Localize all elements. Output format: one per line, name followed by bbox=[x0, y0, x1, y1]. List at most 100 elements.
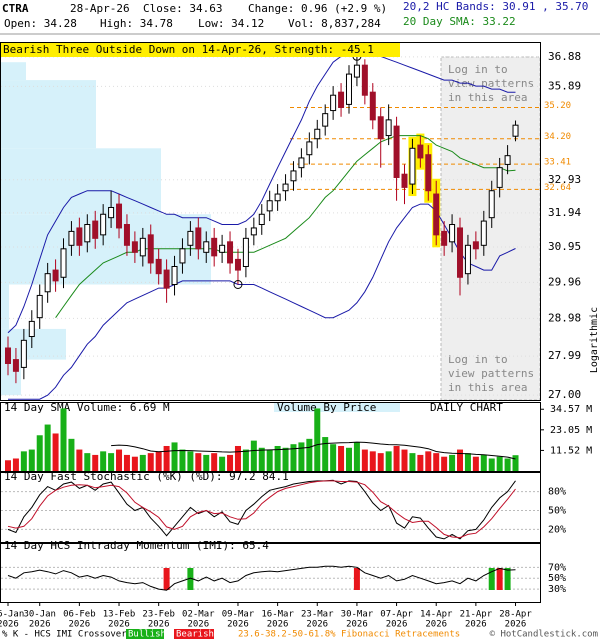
candle-body bbox=[195, 227, 202, 250]
candle-body bbox=[449, 224, 456, 243]
candle-body bbox=[345, 73, 352, 105]
imi-title: 14 Day HCS Intraday Momentum (IMI): 65.4 bbox=[4, 539, 269, 552]
scale-label: Logarithmic bbox=[589, 307, 600, 373]
stoch-line bbox=[7, 480, 516, 539]
volume-bar bbox=[377, 453, 384, 471]
imi-signal bbox=[488, 568, 495, 590]
open: Open: 34.28 bbox=[4, 17, 77, 30]
candle-body bbox=[36, 294, 43, 319]
sma: 20 Day SMA: 33.22 bbox=[403, 15, 516, 28]
x-tick-label: 02-Mar bbox=[182, 610, 215, 620]
panel-frame bbox=[0, 402, 541, 472]
x-tick-label: 16-Mar bbox=[261, 610, 294, 620]
candle-body bbox=[76, 227, 83, 246]
imi-signal bbox=[163, 568, 170, 590]
candle-body bbox=[60, 248, 67, 278]
volume-bar bbox=[369, 451, 376, 471]
x-year-label: 2026 bbox=[108, 620, 130, 630]
y-tick-label: 80% bbox=[548, 487, 566, 498]
candle-body bbox=[219, 244, 226, 253]
x-tick-label: 21-Apr bbox=[460, 610, 493, 620]
volume-bar bbox=[258, 447, 265, 471]
volume-bar bbox=[163, 445, 170, 471]
candle-body bbox=[242, 237, 249, 268]
volume-bar bbox=[314, 408, 321, 471]
x-year-label: 2026 bbox=[386, 620, 408, 630]
candle-body bbox=[274, 193, 281, 202]
volume-bar bbox=[139, 454, 146, 471]
indicator-line bbox=[7, 46, 516, 334]
volume-bar bbox=[60, 408, 67, 471]
candle-body bbox=[44, 273, 51, 293]
footer-credit: © HotCandlestick.com bbox=[490, 630, 598, 640]
x-tick-label: 23-Mar bbox=[301, 610, 334, 620]
candle-body bbox=[512, 124, 519, 137]
candle-body bbox=[123, 224, 130, 246]
footer-fib: 23.6-38.2-50-61.8% Fibonacci Retracement… bbox=[238, 630, 460, 640]
imi-signal bbox=[496, 568, 503, 590]
candle-body bbox=[12, 359, 19, 372]
x-year-label: 2026 bbox=[148, 620, 170, 630]
login-overlay bbox=[440, 56, 541, 401]
volume-bar bbox=[306, 438, 313, 471]
volume-bar bbox=[147, 453, 154, 471]
volume-bar bbox=[84, 453, 91, 471]
volume-bar bbox=[44, 424, 51, 471]
candle-body bbox=[147, 234, 154, 264]
volume-bar bbox=[409, 453, 416, 471]
volume-bar bbox=[322, 437, 329, 471]
bearish-box bbox=[174, 629, 214, 639]
volume-bar bbox=[480, 454, 487, 471]
volume-bar bbox=[36, 435, 43, 471]
y-tick-label: 27.99 bbox=[548, 349, 581, 362]
volume-bar bbox=[227, 454, 234, 471]
fib-label: 33.41 bbox=[544, 158, 571, 168]
candle-body bbox=[409, 147, 416, 185]
volume-by-price-bar bbox=[1, 62, 26, 81]
volume-bar bbox=[385, 451, 392, 471]
volume-bar bbox=[417, 454, 424, 471]
footer-bearish: Bearish bbox=[176, 630, 214, 640]
x-year-label: 2026 bbox=[465, 620, 487, 630]
candle-body bbox=[306, 141, 313, 156]
y-tick-label: 35.89 bbox=[548, 79, 581, 92]
candle-body bbox=[100, 213, 107, 236]
y-tick-label: 30.95 bbox=[548, 240, 581, 253]
y-tick-label: 34.57 M bbox=[550, 404, 592, 415]
x-year-label: 2026 bbox=[346, 620, 368, 630]
candle-body bbox=[28, 320, 35, 338]
candle-body bbox=[504, 155, 511, 165]
candle-body bbox=[282, 183, 289, 192]
vbp-title: Volume By Price bbox=[277, 401, 376, 414]
y-tick-label: 28.98 bbox=[548, 311, 581, 324]
candle-body bbox=[187, 230, 194, 246]
pattern-banner: Bearish Three Outside Down on 14-Apr-26,… bbox=[3, 43, 374, 56]
volume-bar bbox=[123, 454, 130, 471]
x-tick-label: 06-Feb bbox=[63, 610, 96, 620]
y-tick-label: 23.05 M bbox=[550, 425, 592, 436]
candle-body bbox=[496, 167, 503, 188]
volume-sma bbox=[111, 441, 516, 460]
y-tick-label: 27.00 bbox=[548, 388, 581, 401]
volume-bar bbox=[441, 456, 448, 471]
candle-body bbox=[369, 91, 376, 121]
y-tick-label: 31.94 bbox=[548, 206, 581, 219]
bands: 20,2 HC Bands: 30.91 , 35.70 bbox=[403, 0, 588, 13]
volume-bar bbox=[338, 445, 345, 471]
volume-bar bbox=[266, 449, 273, 471]
candle-body bbox=[171, 266, 178, 285]
volume-bar bbox=[28, 449, 35, 471]
y-tick-label: 36.88 bbox=[548, 50, 581, 63]
overlay-text: Log in to bbox=[448, 353, 508, 366]
volume-bar bbox=[116, 449, 123, 471]
volume-bar bbox=[361, 449, 368, 471]
volume-bar bbox=[76, 449, 83, 471]
imi-line bbox=[7, 565, 516, 591]
candle-body bbox=[488, 190, 495, 219]
candle-body bbox=[441, 230, 448, 246]
volume-bar bbox=[242, 449, 249, 471]
volume-bar bbox=[512, 455, 519, 471]
stoch-title: 14 Day Fast Stochastic (%K) (%D): 97.2 8… bbox=[4, 470, 289, 483]
candle-body bbox=[131, 241, 138, 253]
volume-bar bbox=[393, 445, 400, 471]
